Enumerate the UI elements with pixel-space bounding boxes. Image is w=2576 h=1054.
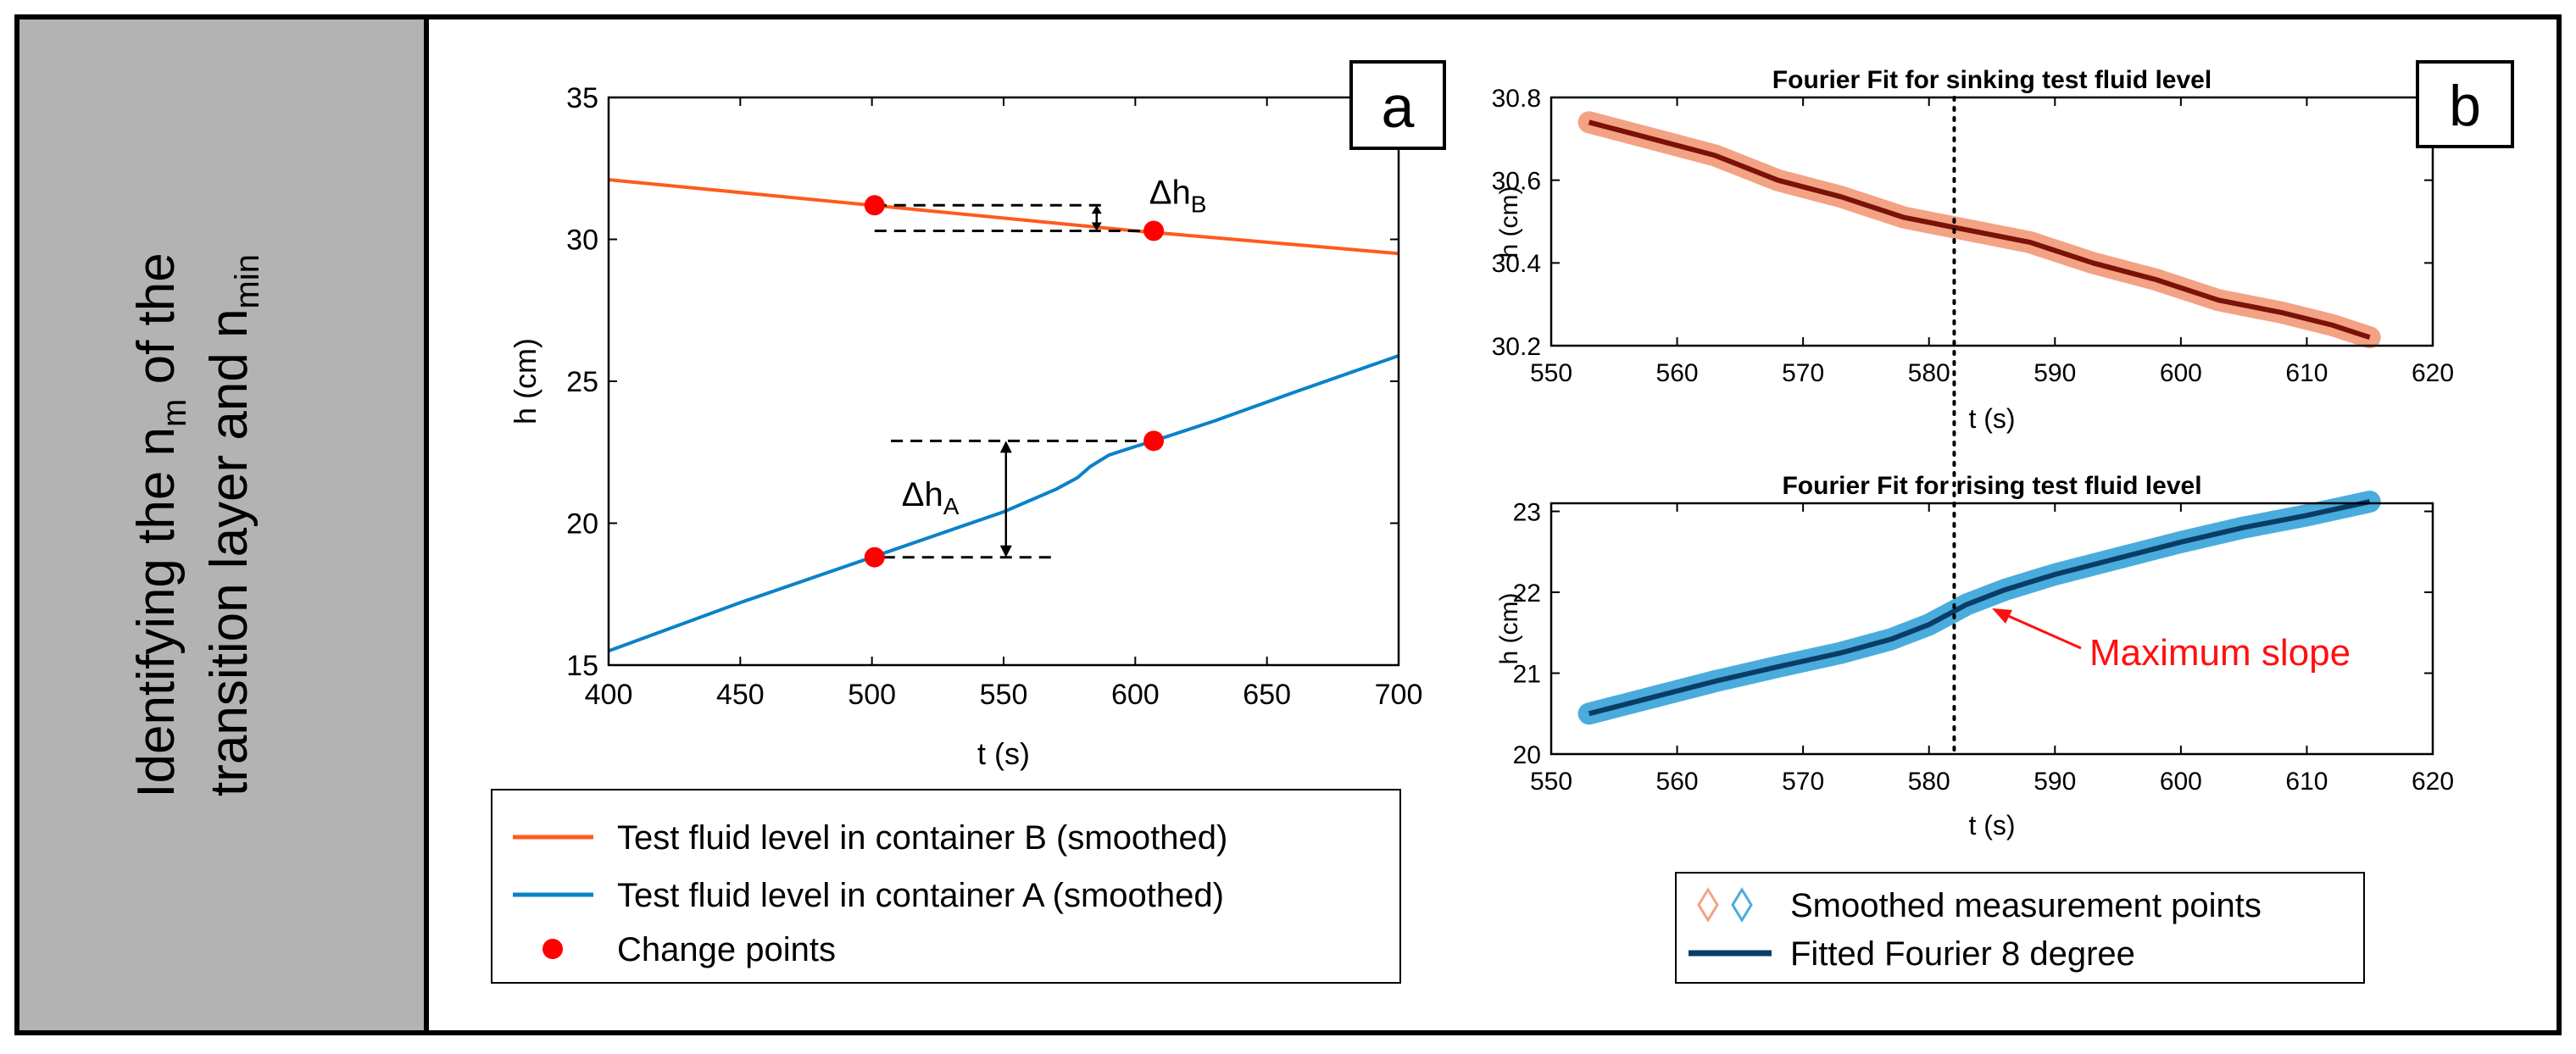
panel-b-bottom-xtick-label: 610 (2285, 768, 2328, 796)
panel-a-ytick-label: 15 (566, 650, 598, 682)
panel-b-top-xtick-label: 610 (2285, 359, 2328, 387)
series-container-b-line (608, 178, 1399, 256)
panel-b-bottom-axes-box (1549, 502, 2434, 756)
panel-b-top-ytick-label: 30.6 (1492, 167, 1541, 195)
panel-a-change-points (864, 195, 1165, 568)
panel-b-bottom-ytick-label: 21 (1513, 660, 1541, 688)
panel-a-ytick-label: 20 (566, 508, 598, 541)
panel-a-ylabel: h (cm) (508, 338, 542, 424)
legend-label-smoothed-points: Smoothed measurement points (1790, 887, 2262, 924)
panel-b-label-box (2416, 60, 2514, 148)
panel-b-top-ytick-label: 30.8 (1492, 85, 1541, 113)
delta-hb-label: ΔhB (1149, 174, 1207, 217)
delta-hb-arrow-head-up (1091, 205, 1102, 214)
legend-label-change-points: Change points (617, 931, 836, 968)
delta-ha-label: ΔhA (902, 476, 960, 519)
panel-b-top-ticks: 550 560 570 580 590 600 610 620 30.2 30.4 30.6 30.8 (1492, 85, 2454, 387)
panel-b-top-ylabel: h (cm) (1495, 186, 1523, 258)
panel-a-legend: Test fluid level in container B (smoothe… (491, 789, 1401, 984)
panel-b-bottom-chart: 550 560 570 580 590 600 610 620 20 21 22 23 Fourier… (1495, 400, 2454, 984)
panel-a-ticks: 400 450 500 550 600 650 700 15 20 25 30 35 (566, 82, 1422, 711)
panel-a-xtick-label: 650 (1243, 679, 1291, 711)
change-point (864, 546, 885, 568)
panel-b-bottom-ytick-label: 20 (1513, 741, 1541, 769)
panel-a-label-box (1349, 60, 1446, 150)
change-point (1143, 220, 1165, 241)
panel-b-top-xtick-label: 590 (2034, 359, 2076, 387)
panel-a-lines (608, 178, 1399, 653)
side-label-line2: transition layer and nmin (200, 254, 266, 796)
legend-label-fitted-fourier: Fitted Fourier 8 degree (1790, 935, 2135, 973)
panel-b-top-xtick-label: 620 (2412, 359, 2454, 387)
panel-b-bottom-xtick-label: 590 (2034, 768, 2076, 796)
delta-ha-arrow-head-down (999, 545, 1012, 558)
panel-b-top-xtick-label: 560 (1656, 359, 1699, 387)
panel-b-bottom-xtick-label: 580 (1908, 768, 1950, 796)
sinking-fourier-fit-line (1588, 119, 2371, 341)
legend-label-container-a: Test fluid level in container A (smoothe… (617, 877, 1224, 914)
side-label-line1: Identifying the nm of the (127, 252, 193, 797)
panel-a-ytick-label: 30 (566, 225, 598, 257)
panel-b-bottom-ytick-label: 22 (1513, 580, 1541, 607)
panel-a-xtick-label: 600 (1111, 679, 1160, 711)
panel-b-top-ytick-label: 30.2 (1492, 333, 1541, 361)
panel-b-top-ytick-label: 30.4 (1492, 250, 1541, 278)
panel-b-legend: Smoothed measurement points Fitted Fouri… (1675, 872, 2365, 984)
max-slope-arrow-line (1998, 610, 2082, 650)
legend-swatch-blue-diamond (1731, 887, 1753, 923)
max-slope-arrow-head (1992, 608, 2012, 624)
panel-b-top-xtick-label: 550 (1530, 359, 1572, 387)
panel-a-xtick-label: 700 (1375, 679, 1423, 711)
panel-b-top-xlabel: t (s) (1968, 403, 2015, 434)
panel-b-bottom-lines (1577, 400, 2381, 756)
side-label: Identifying the nm of the transition lay… (127, 252, 266, 797)
rising-fourier-fit-line (1588, 499, 2371, 717)
change-point (1143, 430, 1165, 452)
panel-b-top-xtick-label: 600 (2160, 359, 2202, 387)
panel-b-top-axes-box (1549, 96, 2434, 347)
panel-b-bottom-xtick-label: 560 (1656, 768, 1699, 796)
legend-label-container-b: Test fluid level in container B (smoothe… (617, 819, 1227, 857)
change-point (864, 195, 885, 216)
legend-swatch-orange-diamond (1697, 887, 1719, 923)
panel-b-bottom-xtick-label: 550 (1530, 768, 1572, 796)
panel-a-xlabel: t (s) (977, 736, 1030, 771)
side-label-panel (19, 19, 424, 1031)
panel-a-label: a (1382, 74, 1415, 140)
panel-b-legend-box (1675, 872, 2365, 984)
outer-frame (14, 14, 2562, 1035)
panel-b-top-title: Fourier Fit for sinking test fluid level (1772, 66, 2212, 94)
panel-a-xtick-label: 400 (585, 679, 633, 711)
panel-b-bottom-xlabel: t (s) (1968, 810, 2015, 840)
delta-hb-arrow-head-down (1091, 222, 1102, 231)
panel-b-top-xtick-label: 580 (1908, 359, 1950, 387)
series-container-a-line (608, 354, 1399, 653)
panel-b-bottom-xtick-label: 600 (2160, 768, 2202, 796)
panel-b-top-xtick-label: 570 (1782, 359, 1824, 387)
legend-swatch-change-points (542, 939, 563, 959)
panel-a-xtick-label: 550 (980, 679, 1028, 711)
max-slope-label: Maximum slope (2089, 632, 2351, 674)
panel-a-ytick-label: 35 (566, 82, 598, 114)
delta-ha-arrow-head-up (999, 441, 1012, 453)
panel-a-chart: 400 450 500 550 600 650 700 15 20 25 30 35 ΔhB ΔhA t… (491, 60, 1446, 984)
max-slope-annotation: Maximum slope (1992, 608, 2351, 674)
panel-a-annotations: ΔhB ΔhA (874, 174, 1207, 559)
panel-b-bottom-xtick-label: 620 (2412, 768, 2454, 796)
panel-b-bottom-xtick-label: 570 (1782, 768, 1824, 796)
panel-a-xtick-label: 450 (716, 679, 765, 711)
panel-b-bottom-ytick-label: 23 (1513, 498, 1541, 526)
panel-b-top-lines (1577, 96, 2381, 398)
panel-a-xtick-label: 500 (848, 679, 896, 711)
panel-a-axes-box (607, 96, 1400, 667)
panel-b-top-chart: 550 560 570 580 590 600 610 620 30.2 30.4 30.6 30.8… (1492, 60, 2514, 434)
panel-b-label: b (2449, 74, 2481, 138)
panel-a-legend-box (491, 789, 1401, 984)
panel-b-bottom-title: Fourier Fit for rising test fluid level (1782, 472, 2201, 500)
panel-b-bottom-ylabel: h (cm) (1495, 593, 1523, 665)
panel-a-ytick-label: 25 (566, 366, 598, 398)
